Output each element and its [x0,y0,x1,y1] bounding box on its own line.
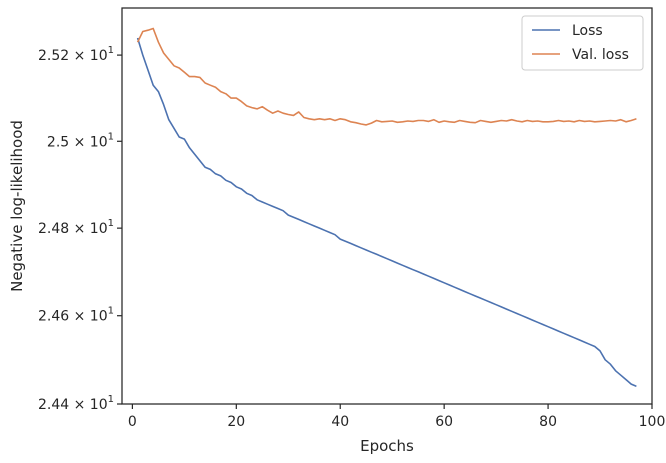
y-tick-label: 2.48 × 101 [38,218,114,237]
y-tick-label: 2.44 × 101 [38,394,114,413]
plot-area [136,27,637,388]
legend-label-val-loss: Val. loss [572,47,629,63]
y-tick-label: 2.5 × 101 [47,131,114,150]
series-line-1 [136,27,637,126]
x-axis-label: Epochs [360,437,414,455]
y-tick-label: 2.52 × 101 [38,45,114,64]
x-tick-label: 80 [539,414,557,430]
y-tick-label: 2.46 × 101 [38,306,114,325]
y-axis-ticks: 2.44 × 101 2.46 × 101 2.48 × 101 2.5 × 101 2… [38,45,122,413]
x-tick-label: 60 [435,414,453,430]
x-tick-label: 40 [331,414,349,430]
x-tick-label: 20 [227,414,245,430]
legend-label-loss: Loss [572,23,603,39]
axes-frame [121,7,653,405]
x-tick-label: 100 [639,414,666,430]
series-line-0 [136,37,637,388]
y-axis-label: Negative log-likelihood [8,120,26,292]
x-tick-label: 0 [128,414,137,430]
legend: Loss Val. loss [521,15,644,71]
x-axis-ticks: 0 20 40 60 80 100 [128,404,665,430]
